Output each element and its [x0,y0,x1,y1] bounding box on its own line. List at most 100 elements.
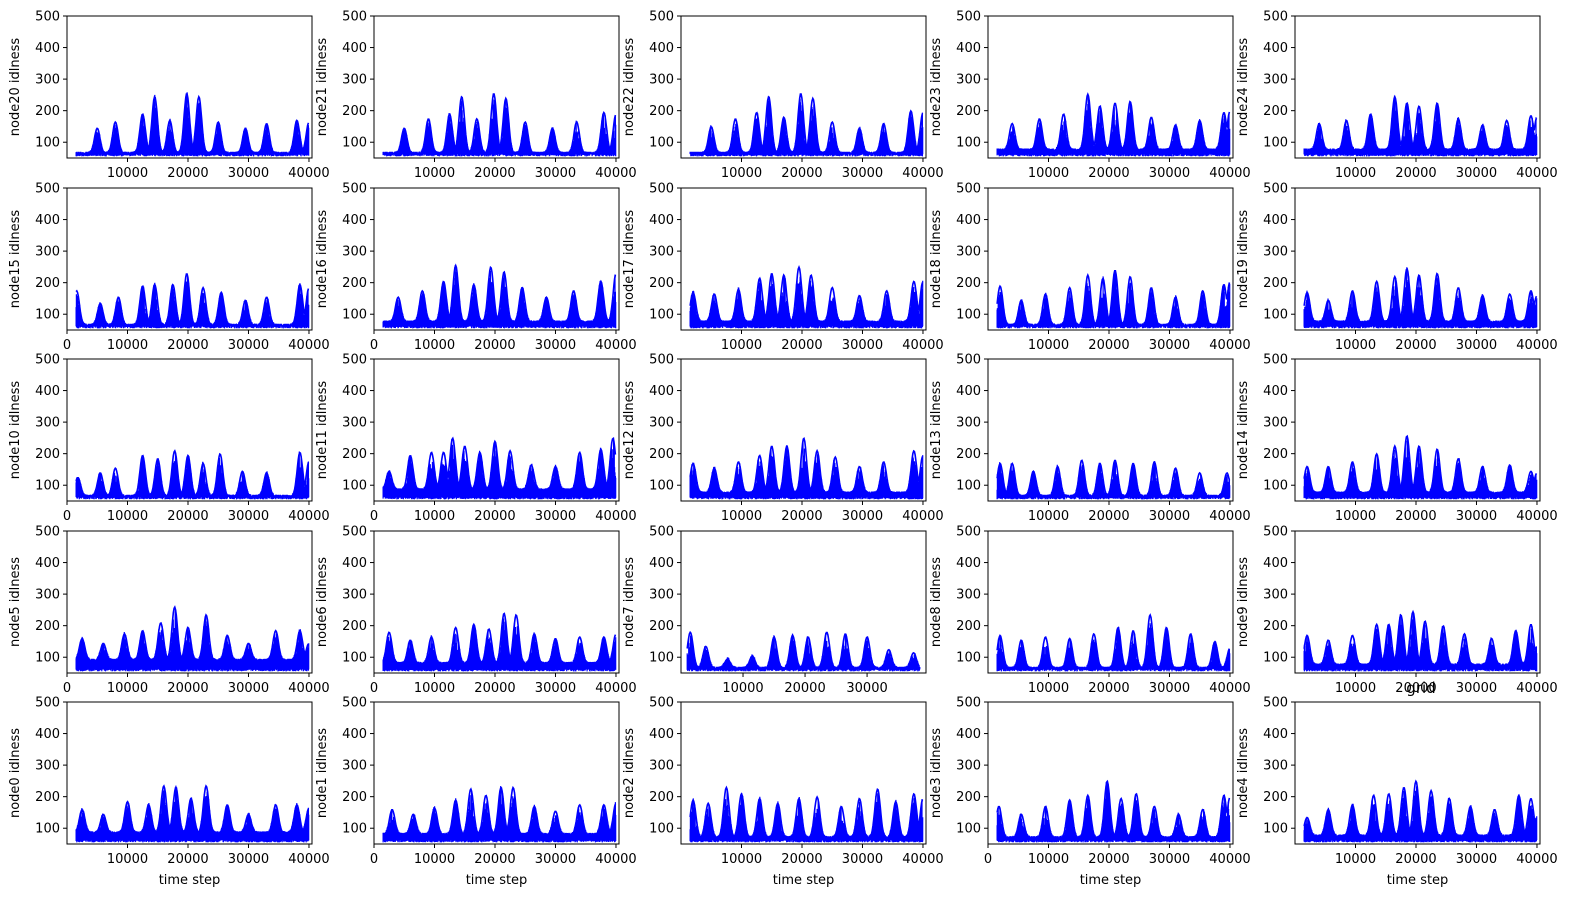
x-tick-label: 10000 [1028,509,1069,524]
x-tick-label: 20000 [784,681,825,696]
y-tick-label: 500 [342,10,367,25]
axes-frame [66,15,313,159]
x-tick-label: 40000 [1209,509,1250,524]
y-tick-label: 100 [956,136,981,151]
y-axis-label: node13 idlness [929,381,944,480]
series-envelope [75,605,310,662]
x-tick-label: 40000 [1516,681,1557,696]
x-tick-label: 30000 [1456,681,1497,696]
y-tick-label: 200 [956,790,981,805]
x-tick-label: 40000 [288,338,329,353]
x-tick-label: 30000 [228,166,269,181]
y-axis-label: node4 idlness [1236,728,1251,818]
y-axis-label: node15 idlness [8,210,23,309]
y-tick-label: 500 [35,353,60,368]
series-line [1303,613,1538,672]
x-tick-label: 10000 [1335,852,1376,867]
y-tick-label: 300 [35,759,60,774]
y-tick-label: 400 [649,556,674,571]
y-axis-label: node18 idlness [929,210,944,309]
y-tick-label: 300 [1263,73,1288,88]
axes-frame [1294,701,1541,845]
y-tick-label: 100 [35,822,60,837]
series-envelope [383,263,617,324]
y-tick-label: 400 [35,213,60,228]
y-tick-label: 200 [956,276,981,291]
axes-frame [373,358,620,502]
y-tick-label: 200 [35,447,60,462]
series-line [382,618,617,672]
y-tick-label: 100 [649,308,674,323]
y-tick-label: 300 [956,759,981,774]
y-tick-label: 400 [649,213,674,228]
y-axis-label: node1 idlness [315,728,330,818]
series-line [1303,267,1538,329]
y-tick-label: 100 [956,479,981,494]
series-line [996,271,1231,329]
axes-frame [373,701,620,845]
x-tick-label: 20000 [781,338,822,353]
x-tick-label: 20000 [1395,509,1436,524]
y-axis-label: node17 idlness [622,210,637,309]
subplot-node15-idlness: 100 200 300 400 500 0 10000 20000 30000 40000 node… [8,182,330,354]
y-tick-label: 400 [1263,556,1288,571]
y-axis-label: node10 idlness [8,381,23,480]
x-tick-label: 20000 [474,852,515,867]
y-tick-label: 200 [35,790,60,805]
series-line [689,791,924,843]
x-tick-label: 40000 [288,852,329,867]
subplot-node23-idlness: 100 200 300 400 500 10000 20000 30000 40000 node2… [929,10,1251,182]
subplot-node22-idlness: 100 200 300 400 500 10000 20000 30000 40000 node2… [622,10,944,182]
y-tick-label: 400 [649,727,674,742]
x-tick-label: 40000 [902,509,943,524]
y-tick-label: 200 [342,790,367,805]
axes-frame [66,701,313,845]
axes-frame [66,187,313,331]
y-tick-label: 300 [649,588,674,603]
y-tick-label: 400 [956,213,981,228]
y-tick-label: 300 [956,416,981,431]
axes-frame [1294,15,1541,159]
y-tick-label: 400 [956,556,981,571]
series-line [686,633,921,672]
x-tick-label: 10000 [721,338,762,353]
y-tick-label: 200 [956,619,981,634]
series-line [1303,786,1538,843]
y-tick-label: 500 [1263,525,1288,540]
x-tick-label: 0 [370,509,378,524]
subplot-node18-idlness: 100 200 300 400 500 10000 20000 30000 40000 node1… [929,182,1251,354]
x-tick-label: 30000 [535,852,576,867]
x-tick-label: 10000 [1335,166,1376,181]
x-axis-label: time step [1387,873,1449,888]
y-tick-label: 200 [35,104,60,119]
x-tick-label: 30000 [1149,681,1190,696]
y-axis-label: node20 idlness [8,38,23,137]
y-tick-label: 300 [342,245,367,260]
y-tick-label: 500 [342,696,367,711]
y-tick-label: 200 [342,276,367,291]
x-axis-label: time step [773,873,835,888]
x-tick-label: 40000 [288,166,329,181]
x-tick-label: 20000 [1088,338,1129,353]
y-axis-label: node16 idlness [315,210,330,309]
axes-frame [987,358,1234,502]
subplot-node19-idlness: 100 200 300 400 500 10000 20000 30000 40000 node1… [1236,182,1558,354]
x-tick-label: 10000 [1028,852,1069,867]
subplot-node8-idlness: 100 200 300 400 500 10000 20000 30000 40000 node8… [929,525,1251,697]
subplot-node13-idlness: 100 200 300 400 500 10000 20000 30000 40000 node1… [929,353,1251,525]
y-tick-label: 100 [649,479,674,494]
y-tick-label: 500 [35,10,60,25]
y-tick-label: 400 [956,727,981,742]
y-tick-label: 500 [956,10,981,25]
y-tick-label: 200 [35,619,60,634]
x-tick-label: 20000 [1088,681,1129,696]
x-tick-label: 40000 [1209,166,1250,181]
x-tick-label: 10000 [721,852,762,867]
y-tick-label: 500 [956,525,981,540]
axes-frame [66,530,313,674]
x-tick-label: 30000 [535,509,576,524]
y-axis-label: node6 idlness [315,557,330,647]
y-tick-label: 200 [1263,790,1288,805]
x-tick-label: 20000 [474,166,515,181]
y-tick-label: 400 [342,727,367,742]
